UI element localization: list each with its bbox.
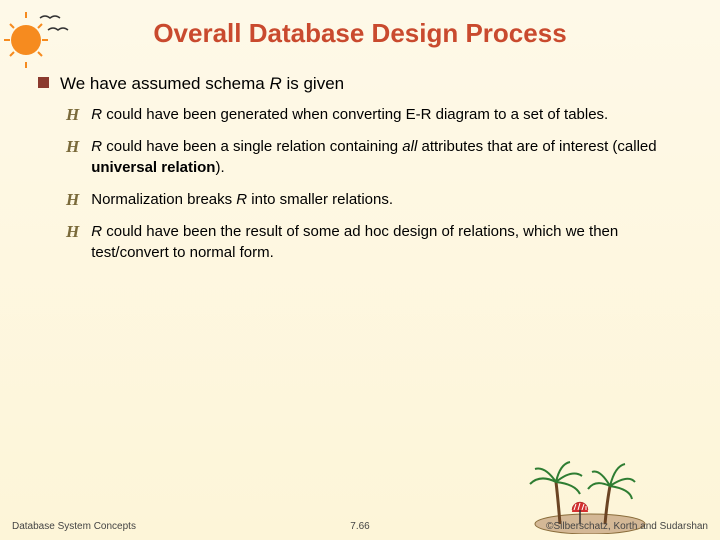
sub-bullet: H Normalization breaks R into smaller re… (66, 190, 682, 210)
footer-copyright: ©Silberschatz, Korth and Sudarshan (476, 521, 708, 532)
square-bullet-icon (38, 77, 49, 88)
script-h-icon: H (66, 137, 79, 157)
sub-bullet: H R could have been generated when conve… (66, 105, 682, 125)
sub-bullet: H R could have been the result of some a… (66, 222, 682, 263)
sun-birds-decoration (2, 8, 72, 68)
script-h-icon: H (66, 222, 79, 242)
sub-bullet-text: Normalization breaks R into smaller rela… (91, 190, 393, 210)
sub-bullet-list: H R could have been generated when conve… (66, 105, 682, 263)
bullet-main-text: We have assumed schema R is given (60, 73, 344, 95)
slide-content: We have assumed schema R is given H R co… (0, 59, 720, 263)
script-h-icon: H (66, 190, 79, 210)
slide-title: Overall Database Design Process (0, 0, 720, 59)
sub-bullet: H R could have been a single relation co… (66, 137, 682, 178)
footer-left: Database System Concepts (12, 521, 244, 532)
slide-footer: Database System Concepts 7.66 ©Silbersch… (0, 521, 720, 532)
sub-bullet-text: R could have been a single relation cont… (91, 137, 682, 178)
bullet-main: We have assumed schema R is given (38, 73, 682, 95)
script-h-icon: H (66, 105, 79, 125)
sub-bullet-text: R could have been the result of some ad … (91, 222, 682, 263)
footer-page-number: 7.66 (244, 521, 476, 532)
sub-bullet-text: R could have been generated when convert… (91, 105, 608, 125)
